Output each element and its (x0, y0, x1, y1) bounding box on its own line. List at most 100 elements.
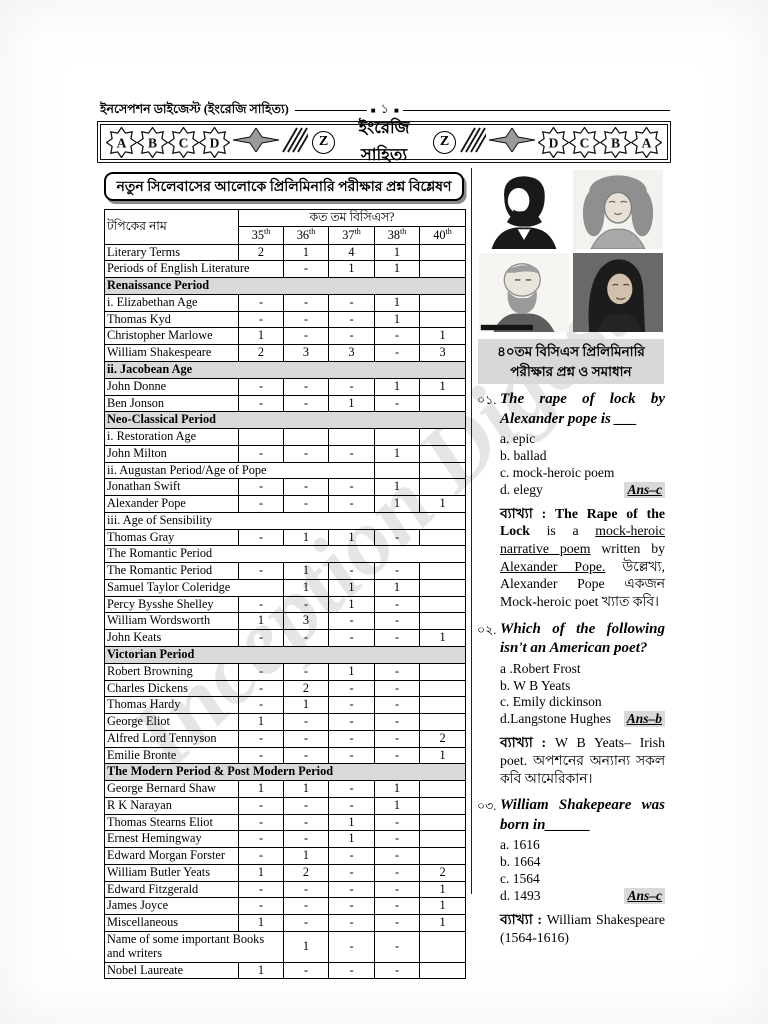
topic-name-cell: Ben Jonson (104, 394, 239, 413)
count-cell: - (238, 595, 284, 614)
count-cell: 1 (418, 377, 467, 396)
solutions-box-title: ৪০তম বিসিএস প্রিলিমিনারি পরীক্ষার প্রশ্ন… (478, 339, 664, 385)
count-cell (328, 428, 375, 446)
count-cell: - (374, 629, 420, 647)
option-item: d. elegy (500, 481, 543, 497)
count-cell: - (238, 377, 284, 396)
count-cell: 1 (328, 578, 375, 597)
count-cell: 2 (238, 243, 284, 262)
count-cell: - (283, 260, 329, 279)
count-cell: - (283, 310, 329, 329)
option-item: a. epic (500, 431, 536, 446)
svg-text:A: A (117, 135, 127, 150)
topic-name-cell: John Keats (104, 629, 239, 647)
count-cell (418, 478, 467, 497)
answer-badge: Ans–c (624, 888, 665, 904)
svg-text:A: A (642, 135, 652, 150)
table-row: The Romantic Period (103, 545, 467, 564)
left-letter-badges: A B C D (106, 126, 230, 158)
square-marker-icon: ■ (370, 105, 376, 115)
topic-name-cell: Alfred Lord Tennyson (104, 729, 239, 748)
explanation-segment: উল্লেখ্য, Alexander Pope একজন Mock-heroi… (500, 558, 665, 609)
header-rule-left (294, 110, 367, 111)
count-cell: - (238, 729, 284, 748)
table-row: The Romantic Period -1- - (104, 562, 467, 580)
topic-name-cell: Robert Browning (104, 662, 239, 681)
count-cell: - (238, 813, 284, 832)
count-cell: - (328, 377, 375, 396)
table-row: Renaissance Period (103, 277, 467, 295)
count-cell: - (283, 595, 329, 614)
four-point-star-icon (232, 126, 280, 157)
section-label: iii. Age of Sensibility (103, 511, 467, 530)
option-item: d.Langstone Hughes (500, 711, 611, 727)
topic-name-cell: Christopher Marlowe (104, 327, 239, 346)
count-cell: 1 (328, 813, 375, 832)
count-cell: - (374, 612, 420, 631)
topic-name-cell: Thomas Gray (104, 528, 239, 547)
table-row: Ben Jonson - -1- (104, 394, 467, 413)
count-cell: - (374, 729, 420, 748)
option-item-with-answer: d.Langstone Hughes Ans–b (500, 711, 665, 728)
table-row: Alfred Lord Tennyson - - - -2 (104, 729, 467, 748)
bcs-column-header: 38th (374, 225, 420, 245)
table-row: Edward Morgan Forster -1- - (104, 847, 467, 865)
count-cell: 3 (418, 344, 467, 362)
svg-text:D: D (210, 135, 220, 150)
count-cell: 1 (283, 528, 329, 547)
question-block: ০৩. William Shakepeare was born in______ a… (477, 796, 665, 946)
count-cell: - (238, 746, 284, 765)
count-cell: 1 (374, 796, 420, 815)
option-item: d. 1493 (500, 888, 541, 904)
count-cell: - (283, 729, 329, 748)
question-number: ০২. (477, 622, 497, 637)
count-cell: 1 (374, 478, 420, 497)
count-cell (418, 562, 467, 580)
count-cell (283, 428, 329, 446)
explanation-segment: Alexander Pope. (500, 558, 606, 574)
count-cell: - (283, 914, 329, 933)
topic-name-cell: Jonathan Swift (104, 478, 239, 497)
table-row: John Donne - - -1 1 (104, 377, 467, 396)
question-row: ০৩. William Shakepeare was born in______ (477, 796, 665, 835)
question-row: ০১. The rape of lock by Alexander pope is… (477, 390, 665, 429)
count-cell: 1 (374, 578, 420, 597)
count-cell: - (238, 293, 284, 312)
table-row: Literary Terms 2 1 4 1 (104, 243, 467, 262)
count-cell: - (328, 796, 375, 815)
table-row: Charles Dickens -2- - (104, 679, 467, 698)
count-cell: - (283, 830, 329, 849)
count-cell: 1 (374, 780, 420, 798)
count-cell: 1 (374, 310, 420, 329)
count-cell: - (328, 914, 375, 933)
option-item: b. 1664 (500, 854, 541, 870)
header-rule-right (402, 110, 670, 111)
count-cell: - (283, 495, 329, 513)
table-row: John Milton - - -1 (104, 444, 467, 463)
count-cell (418, 578, 467, 597)
table-row: Victorian Period (103, 646, 467, 664)
table-row: Name of some important Books and writers… (104, 931, 467, 963)
explanation-segment: The Rape of the Lock (500, 505, 665, 539)
count-cell: 1 (283, 562, 329, 580)
svg-text:D: D (549, 135, 559, 150)
table-row: Alexander Pope - - -1 1 (104, 495, 467, 513)
count-cell: 1 (418, 327, 467, 346)
table-row: Thomas Kyd - - -1 (104, 310, 467, 329)
explanation-segment: William Shakespeare (1564-1616) (500, 911, 665, 945)
count-cell: - (374, 696, 420, 715)
count-cell: - (374, 394, 420, 413)
count-cell (418, 847, 467, 865)
count-cell: - (328, 444, 375, 463)
bcs-column-header: 36th (283, 225, 329, 245)
star-letter-badge: A (106, 126, 137, 158)
count-cell: - (238, 796, 284, 815)
count-cell: 2 (283, 863, 329, 882)
section-label: ii. Jacobean Age (103, 360, 467, 379)
count-cell: 1 (238, 327, 284, 346)
question-text: The rape of lock by Alexander pope is __… (500, 391, 665, 427)
bcs-column-header: 37th (328, 225, 375, 245)
table-row: Nobel Laureate 1- - - (104, 961, 467, 980)
count-cell: - (328, 880, 375, 899)
